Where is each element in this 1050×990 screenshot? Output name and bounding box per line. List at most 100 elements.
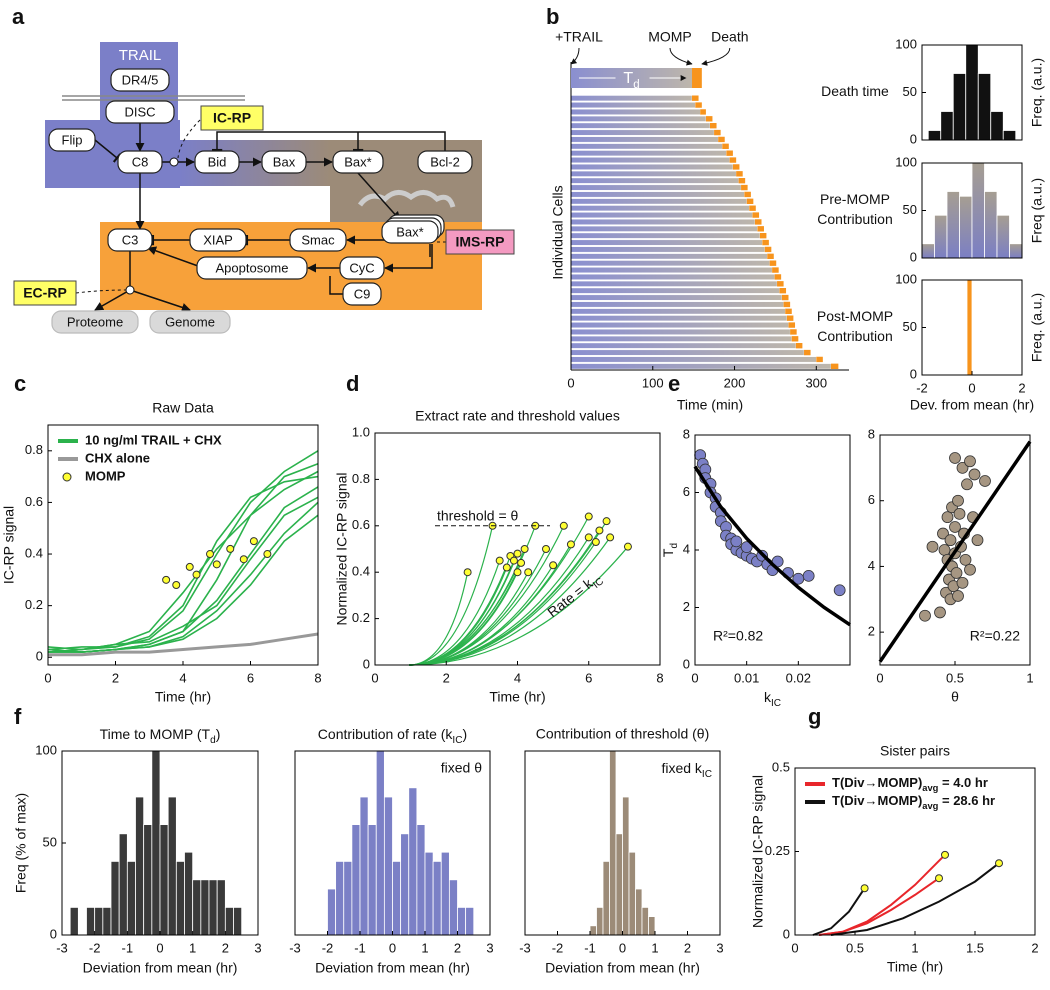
y-tick-label: 6 bbox=[868, 492, 875, 507]
histogram-bar bbox=[465, 907, 475, 936]
threshold-point bbox=[584, 512, 593, 521]
text-part: ) bbox=[216, 726, 221, 742]
scatter-point bbox=[956, 576, 969, 589]
x-tick-label: 6 bbox=[585, 670, 592, 685]
scatter-point bbox=[956, 461, 969, 474]
plot-frame bbox=[374, 432, 661, 666]
y-tick-label: 2 bbox=[868, 624, 875, 639]
histogram-bar bbox=[966, 279, 973, 376]
post-momp-bar bbox=[786, 315, 794, 321]
x-tick-label: 1 bbox=[421, 940, 428, 955]
x-tick-label: 2 bbox=[1018, 380, 1025, 395]
text-part: Contribution of rate (k bbox=[318, 726, 454, 742]
panel-label: b bbox=[546, 4, 559, 29]
post-momp-bar bbox=[700, 109, 706, 115]
histogram-bar bbox=[408, 787, 418, 936]
x-tick-label: 3 bbox=[254, 940, 261, 955]
y-tick-label: 0.4 bbox=[352, 564, 370, 579]
scatter-point bbox=[730, 535, 743, 548]
node-label: Proteome bbox=[67, 314, 123, 329]
node: C8 bbox=[117, 150, 163, 174]
y-tick-label: 4 bbox=[868, 558, 875, 573]
legend-label: T(Div→MOMP)avg = 4.0 hr bbox=[832, 775, 988, 793]
momp-marker bbox=[226, 544, 235, 553]
post-momp-bar bbox=[726, 150, 733, 156]
plot-marks bbox=[812, 850, 1003, 936]
pre-momp-bar bbox=[570, 246, 765, 253]
pre-momp-bar bbox=[570, 335, 792, 342]
fit-line bbox=[693, 465, 851, 627]
x-tick-label: -1 bbox=[122, 940, 134, 955]
scatter-point bbox=[959, 553, 972, 566]
node-label: XIAP bbox=[203, 232, 233, 247]
x-tick-label: 4 bbox=[179, 670, 186, 685]
x-axis-label: Deviation from mean (hr) bbox=[83, 960, 238, 976]
pre-momp-bar bbox=[570, 322, 789, 328]
histogram-bar bbox=[86, 907, 96, 936]
node: Flip bbox=[48, 128, 96, 152]
post-momp-bar bbox=[714, 129, 721, 136]
node-box bbox=[381, 220, 439, 244]
momp-marker bbox=[212, 560, 221, 569]
histogram-bar bbox=[984, 191, 998, 259]
y-tick-label: 0.2 bbox=[352, 610, 370, 625]
histogram-bar bbox=[184, 851, 194, 936]
chart-title: Contribution bbox=[817, 211, 893, 227]
node-label: Smac bbox=[301, 232, 335, 247]
threshold-point bbox=[502, 563, 511, 572]
y-tick-label: 100 bbox=[895, 154, 917, 169]
pre-momp-bar bbox=[570, 219, 756, 225]
y-axis-label: IC-RP signal bbox=[1, 506, 17, 584]
reporter-label: IC-RP bbox=[213, 110, 251, 126]
pre-momp-bar bbox=[570, 232, 761, 239]
chart-title: Pre-MOMP bbox=[820, 191, 890, 207]
sister-curve bbox=[812, 887, 866, 936]
r-squared: R²=0.82 bbox=[713, 628, 763, 644]
x-tick-label: -3 bbox=[56, 940, 68, 955]
pre-momp-bar bbox=[570, 115, 707, 122]
subscript: d bbox=[210, 735, 216, 746]
histogram-bar bbox=[351, 824, 361, 936]
scatter-point bbox=[802, 569, 815, 582]
node-box bbox=[117, 150, 163, 174]
y-axis-label: Freq (a.u.) bbox=[1029, 178, 1045, 243]
node-label: C3 bbox=[122, 232, 139, 247]
node-label: Bcl-2 bbox=[430, 154, 460, 169]
x-tick-label: -1 bbox=[584, 940, 596, 955]
x-axis-label: Time (hr) bbox=[489, 689, 545, 705]
y-tick-label: 0 bbox=[910, 131, 917, 146]
pre-momp-bar bbox=[570, 157, 730, 163]
x-tick-label: 4 bbox=[514, 670, 521, 685]
post-momp-bar bbox=[695, 102, 702, 108]
node: CyC bbox=[339, 256, 385, 280]
scatter-point bbox=[833, 584, 846, 597]
legend-label: T(Div→MOMP)avg = 28.6 hr bbox=[832, 793, 995, 811]
arrow bbox=[147, 246, 199, 267]
node: Genome bbox=[149, 310, 231, 334]
chart-title: Raw Data bbox=[152, 400, 214, 416]
momp-marker bbox=[935, 874, 943, 883]
x-tick-label: 3 bbox=[486, 940, 493, 955]
y-axis-label: Individual Cells bbox=[550, 185, 566, 279]
event-arrow bbox=[669, 47, 693, 66]
histogram-bar bbox=[126, 861, 136, 936]
histogram-bar bbox=[367, 824, 377, 936]
histogram-bar bbox=[959, 195, 973, 259]
post-momp-bar bbox=[764, 246, 772, 253]
plot-marks bbox=[927, 44, 1017, 141]
threshold-point bbox=[549, 561, 558, 570]
plot-marks bbox=[69, 750, 243, 936]
event-arrow bbox=[570, 47, 580, 65]
y-axis-label: Freq (% of max) bbox=[13, 793, 29, 893]
y-tick-label: 0 bbox=[910, 366, 917, 381]
trace bbox=[48, 632, 319, 657]
plot-marks bbox=[570, 95, 839, 370]
x-tick-label: 0.5 bbox=[946, 670, 964, 685]
text-part: T bbox=[623, 70, 633, 87]
scatter-point bbox=[919, 609, 931, 622]
x-tick-label: 0 bbox=[44, 670, 51, 685]
histogram-bar bbox=[971, 162, 985, 259]
x-axis-label: Dev. from mean (hr) bbox=[910, 397, 1034, 413]
x-tick-label: 300 bbox=[805, 375, 827, 390]
